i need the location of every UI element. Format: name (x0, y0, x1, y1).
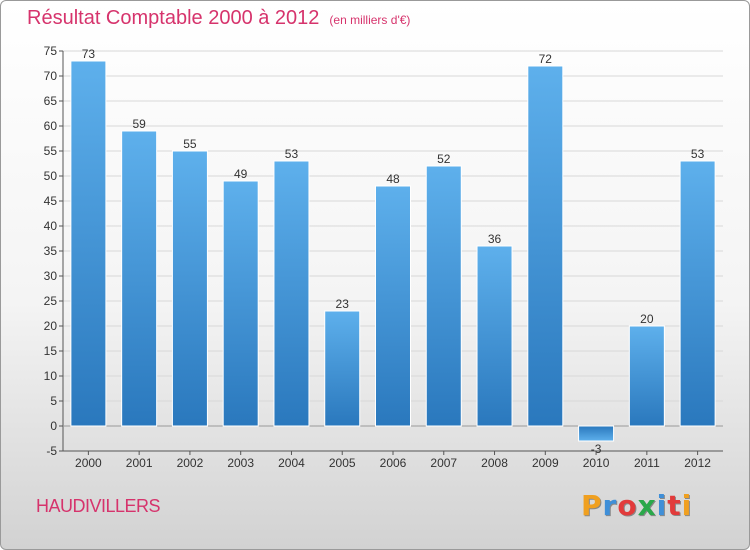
bar-2009 (527, 65, 564, 427)
x-tick-label: 2001 (126, 456, 153, 470)
x-tick-label: 2007 (430, 456, 457, 470)
bar-2000 (70, 60, 107, 427)
y-tick-label: 70 (44, 69, 58, 83)
logo-letter: i (681, 489, 693, 522)
y-tick-label: 60 (44, 119, 58, 133)
chart-title: Résultat Comptable 2000 à 2012 (en millie… (27, 7, 410, 30)
bar-2003 (222, 180, 259, 427)
bar-value-label: 73 (82, 47, 96, 61)
bar-value-label: 52 (437, 152, 451, 166)
y-tick-label: 0 (50, 419, 57, 433)
logo-letter: t (667, 489, 682, 522)
proxiti-logo: Proxiti (581, 489, 692, 522)
x-tick-label: 2009 (532, 456, 559, 470)
bar-2011 (628, 325, 665, 427)
bar-value-label: 72 (539, 52, 553, 66)
bars: 73 59 55 49 53 23 48 52 36 72 -3 20 53 (70, 47, 716, 456)
bar-2001 (121, 130, 158, 427)
bar-value-label: 49 (234, 167, 248, 181)
y-tick-label: -5 (46, 444, 57, 458)
y-tick-label: 30 (44, 269, 58, 283)
location-name: HAUDIVILLERS (36, 496, 161, 516)
bar-2006 (375, 185, 411, 427)
logo-letter: x (637, 489, 657, 522)
y-tick-label: 75 (44, 44, 58, 58)
y-tick-label: 50 (44, 169, 58, 183)
x-tick-label: 2000 (75, 456, 102, 470)
y-tick-label: 20 (44, 319, 58, 333)
bar-value-label: 20 (640, 312, 654, 326)
x-tick-label: 2005 (329, 456, 356, 470)
y-tick-label: 55 (44, 144, 58, 158)
y-tick-label: 25 (44, 294, 58, 308)
bar-value-label: 48 (386, 172, 400, 186)
bar-value-label: -3 (591, 442, 602, 456)
y-tick-label: 10 (44, 369, 58, 383)
bar-2004 (273, 160, 310, 427)
y-tick-label: 5 (50, 394, 57, 408)
logo-letter: r (602, 489, 618, 522)
logo-letter: P (581, 489, 603, 522)
chart-title-text: Résultat Comptable 2000 à 2012 (27, 7, 320, 29)
bar-value-label: 23 (336, 297, 350, 311)
y-tick-label: 40 (44, 219, 58, 233)
bar-2005 (324, 310, 361, 427)
bar-value-label: 53 (691, 147, 705, 161)
x-tick-label: 2003 (227, 456, 254, 470)
x-axis-ticks: 2000 2001 2002 2003 2004 2005 2006 2007 2008 2009… (75, 451, 711, 470)
bar-value-label: 55 (183, 137, 197, 151)
x-tick-label: 2002 (177, 456, 204, 470)
x-tick-label: 2011 (634, 456, 660, 470)
bar-2008 (476, 245, 513, 427)
x-tick-label: 2010 (583, 456, 610, 470)
chart-subtitle: (en milliers d'€) (329, 13, 411, 27)
x-tick-label: 2012 (684, 456, 711, 470)
x-tick-label: 2008 (481, 456, 508, 470)
logo-letter: i (656, 489, 668, 522)
y-tick-label: 65 (44, 94, 58, 108)
bar-value-label: 53 (285, 147, 299, 161)
y-axis-ticks: -5 0 5 10 15 20 25 30 35 40 45 50 55 60 65 70 75 (44, 44, 63, 458)
bar-2010 (578, 425, 615, 442)
bar-2007 (425, 165, 462, 427)
x-tick-label: 2006 (380, 456, 407, 470)
bar-2002 (171, 150, 208, 427)
x-tick-label: 2004 (278, 456, 305, 470)
bar-value-label: 36 (488, 232, 502, 246)
bar-2012 (679, 160, 716, 427)
logo-letter: o (617, 489, 638, 522)
y-tick-label: 35 (44, 244, 58, 258)
y-tick-label: 15 (44, 344, 58, 358)
y-tick-label: 45 (44, 194, 58, 208)
bar-value-label: 59 (132, 117, 146, 131)
